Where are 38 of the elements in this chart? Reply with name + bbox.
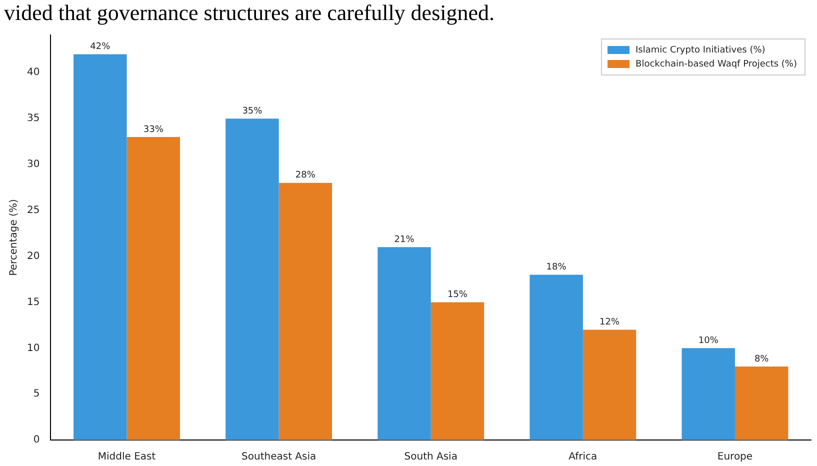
- x-tick-label: Europe: [717, 452, 753, 463]
- y-axis-title: Percentage (%): [8, 199, 20, 276]
- bar: [430, 302, 484, 440]
- data-label: 10%: [698, 336, 719, 346]
- bar: [278, 182, 332, 440]
- y-tick-label: 5: [33, 388, 40, 400]
- bar: [682, 348, 735, 440]
- data-label: 35%: [242, 106, 263, 116]
- y-tick-label: 30: [26, 159, 40, 170]
- x-tick-label: Africa: [568, 452, 598, 463]
- y-tick-label: 35: [26, 113, 40, 124]
- x-tick-label: Middle East: [98, 452, 156, 463]
- x-tick-label: Southeast Asia: [242, 452, 316, 463]
- bar: [582, 330, 636, 440]
- legend-label: Blockchain-based Waqf Projects (%): [636, 59, 798, 70]
- y-tick-label: 25: [26, 205, 40, 216]
- bar: [126, 136, 180, 440]
- data-label: 33%: [143, 124, 164, 135]
- bar: [74, 54, 127, 440]
- y-tick-label: 10: [26, 342, 40, 354]
- data-label: 21%: [394, 234, 415, 245]
- bar: [378, 247, 431, 440]
- y-tick-label: 0: [33, 434, 40, 446]
- y-tick-label: 15: [26, 296, 40, 308]
- data-label: 15%: [447, 290, 468, 300]
- bar: [226, 118, 279, 440]
- x-tick-label: South Asia: [404, 452, 458, 463]
- y-tick-label: 40: [26, 67, 40, 78]
- y-tick-label: 20: [26, 250, 40, 262]
- bar: [734, 366, 788, 440]
- legend-label: Islamic Crypto Initiatives (%): [636, 45, 766, 56]
- data-label: 28%: [295, 170, 316, 181]
- data-label: 42%: [90, 42, 111, 52]
- bar: [530, 274, 583, 440]
- data-label: 12%: [600, 318, 620, 328]
- data-label: 18%: [546, 262, 567, 273]
- text: vided that governance structures are carefully designed.: [3, 0, 496, 26]
- data-label: 8%: [754, 354, 770, 364]
